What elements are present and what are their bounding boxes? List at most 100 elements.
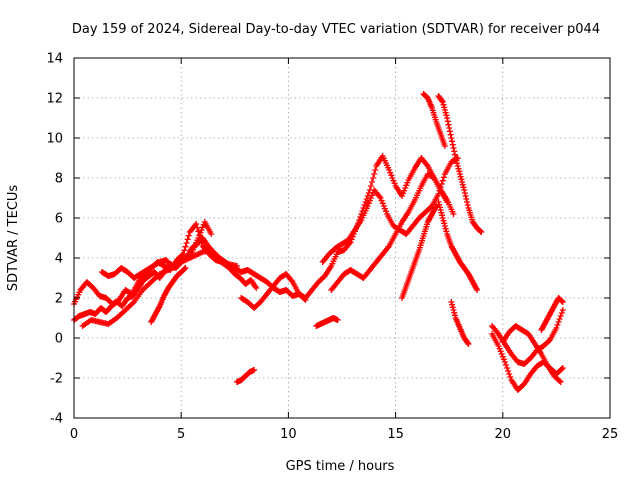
data-point [181, 247, 188, 254]
data-series [71, 235, 260, 323]
data-point [182, 243, 189, 250]
data-point [454, 160, 461, 167]
data-point [462, 193, 469, 199]
data-point [365, 200, 372, 207]
data-point [441, 107, 448, 113]
data-point [301, 296, 308, 302]
data-point [179, 252, 186, 258]
data-point [382, 208, 389, 215]
data-point [444, 115, 451, 121]
x-tick-label: 0 [70, 427, 78, 442]
data-point [390, 177, 397, 184]
grid-layer [74, 58, 610, 418]
data-point [372, 167, 379, 173]
data-point [361, 202, 368, 208]
data-point [182, 265, 189, 271]
y-axis-label: SDTVAR / TECUs [6, 185, 21, 292]
data-point [388, 172, 395, 179]
data-point [461, 190, 468, 196]
data-point [193, 221, 200, 227]
data-point [404, 179, 411, 186]
data-point [501, 359, 508, 365]
data-point [507, 374, 514, 380]
data-point [376, 193, 383, 200]
data-point [498, 351, 505, 357]
data-point [505, 368, 512, 374]
data-point [497, 348, 504, 355]
x-axis-label: GPS time / hours [286, 459, 395, 474]
data-point [441, 104, 448, 111]
data-point [496, 345, 503, 352]
y-tick-label: -2 [50, 372, 63, 387]
data-point [441, 223, 448, 229]
data-point [449, 304, 456, 311]
chart-title: Day 159 of 2024, Sidereal Day-to-day VTE… [72, 22, 600, 37]
data-point [443, 112, 450, 119]
data-point [387, 169, 394, 176]
data-point [461, 187, 468, 193]
data-point [458, 176, 465, 183]
data-point [181, 265, 188, 272]
data-point [370, 175, 377, 181]
data-point [556, 378, 563, 384]
data-point [441, 220, 448, 227]
y-tick-label: 8 [55, 172, 63, 187]
data-point [442, 225, 449, 232]
data-point [199, 224, 206, 231]
data-point [439, 177, 446, 184]
data-series [233, 367, 258, 385]
data-point [451, 312, 458, 319]
data-point [456, 168, 463, 175]
data-point [252, 283, 259, 290]
data-point [460, 184, 467, 191]
data-points [71, 91, 566, 393]
y-tick-label: 14 [46, 52, 63, 67]
data-series [313, 315, 341, 329]
data-point [459, 181, 466, 188]
data-point [465, 341, 472, 347]
data-point [464, 202, 471, 208]
data-point [449, 138, 456, 145]
data-point [302, 297, 309, 303]
data-point [233, 263, 240, 269]
data-point [474, 287, 481, 293]
data-point [184, 236, 191, 243]
data-series [328, 171, 451, 293]
data-point [455, 165, 462, 172]
data-point [450, 211, 457, 217]
data-series [420, 91, 448, 149]
data-point [503, 362, 510, 368]
data-point [367, 195, 374, 201]
data-point [380, 203, 387, 209]
data-point [381, 205, 388, 212]
data-point [477, 228, 484, 235]
data-point [446, 125, 453, 131]
data-point [401, 187, 408, 194]
data-point [253, 285, 260, 291]
data-point [450, 145, 457, 151]
data-series [489, 307, 566, 367]
data-point [450, 307, 457, 313]
plot-frame [73, 57, 611, 419]
data-point [559, 307, 566, 313]
data-point [451, 309, 458, 316]
data-point [438, 209, 445, 216]
data-point [433, 203, 440, 209]
data-point [371, 171, 378, 177]
data-point [440, 101, 447, 108]
data-point [557, 313, 564, 319]
data-point [180, 251, 187, 257]
data-series [435, 93, 485, 235]
data-point [447, 131, 454, 138]
data-point [364, 193, 371, 199]
data-point [558, 366, 565, 372]
data-point [448, 135, 455, 141]
data-point [495, 343, 502, 349]
data-point [197, 229, 204, 236]
data-point [464, 199, 471, 205]
data-point [423, 161, 430, 168]
x-tick-label: 10 [280, 427, 297, 442]
data-series [238, 271, 309, 311]
data-point [403, 182, 410, 189]
